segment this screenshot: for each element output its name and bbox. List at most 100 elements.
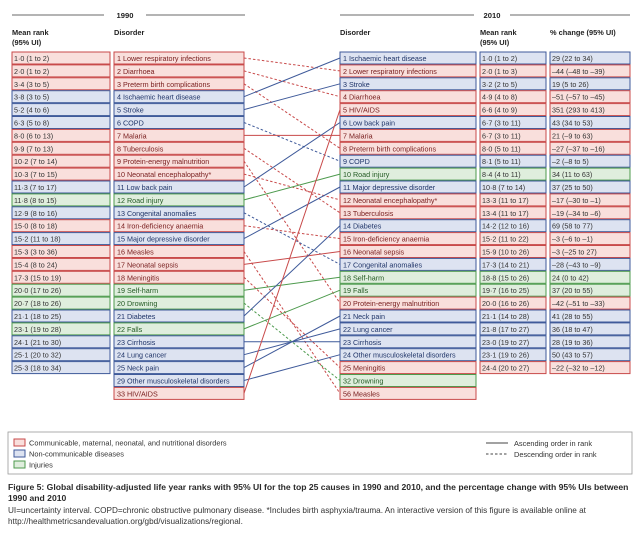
disorder-1990-label: 11 Low back pain <box>117 183 172 192</box>
change-cell <box>549 335 631 349</box>
rank-change-link <box>243 276 341 291</box>
rank-2010-cell <box>479 270 547 284</box>
rank-1990-value: 8·0 (6 to 13) <box>14 131 53 140</box>
disorder-2010-label: 11 Major depressive disorder <box>343 183 436 192</box>
percent-change-value: –51 (–57 to –45) <box>552 93 605 102</box>
disorder-1990-label: 13 Congenital anomalies <box>117 209 197 218</box>
rank-1990-cell <box>11 141 111 155</box>
rank-1990-value: 9·9 (7 to 13) <box>14 144 53 153</box>
disorder-2010-label: 18 Self-harm <box>343 273 384 282</box>
legend-swatch <box>13 460 26 469</box>
legend-line-label: Descending order in rank <box>514 450 597 459</box>
rank-1990-cell <box>11 51 111 65</box>
disorder-1990-label: 14 Iron-deficiency anaemia <box>117 222 203 231</box>
rank-2010-cell <box>479 348 547 362</box>
legend-line-label: Ascending order in rank <box>514 439 592 448</box>
rank-2010-cell <box>479 245 547 258</box>
rank-2010-value: 8·1 (5 to 11) <box>482 157 521 166</box>
rank-1990-value: 21·1 (18 to 25) <box>14 312 61 321</box>
rank-2010-value: 4·9 (4 to 8) <box>482 93 517 102</box>
percent-change-value: 34 (11 to 63) <box>552 170 592 179</box>
rank-2010-value: 21·1 (14 to 28) <box>482 312 529 321</box>
rank-change-link <box>243 315 341 369</box>
rank-2010-value: 10·8 (7 to 14) <box>482 183 525 192</box>
rank-2010-value: 24·4 (20 to 27) <box>482 364 529 373</box>
header-right-rank: Mean rank <box>480 28 517 37</box>
header-left-disorder: Disorder <box>114 28 145 37</box>
rank-2010-value: 6·6 (4 to 9) <box>482 106 517 115</box>
change-cell <box>549 167 631 181</box>
disorder-2010-label: 3 Stroke <box>343 80 370 89</box>
disorder-2010-label: 16 Neonatal sepsis <box>343 248 405 257</box>
rank-1990-cell <box>11 193 111 207</box>
legend-swatch <box>13 438 26 447</box>
disorder-2010-label: 21 Neck pain <box>343 312 385 321</box>
rank-2010-value: 13·3 (11 to 17) <box>482 196 529 205</box>
rank-2010-cell <box>479 257 547 271</box>
rank-2010-cell <box>479 90 547 104</box>
disorder-1990-label: 3 Preterm birth complications <box>117 80 210 89</box>
legend-category-label: Injuries <box>29 461 53 470</box>
change-cell <box>549 206 631 220</box>
legend-swatch <box>13 449 26 458</box>
disorder-2010-label: 24 Other musculoskeletal disorders <box>343 351 456 360</box>
percent-change-value: 19 (5 to 26) <box>552 80 589 89</box>
percent-change-value: –42 (–51 to –33) <box>552 299 605 308</box>
rank-1990-value: 6·3 (5 to 8) <box>14 119 49 128</box>
change-cell <box>549 232 631 246</box>
disorder-1990-label: 29 Other musculoskeletal disorders <box>117 377 230 386</box>
disorder-2010-label: 8 Preterm birth complications <box>343 144 436 153</box>
disorder-2010-label: 4 Diarrhoea <box>343 93 381 102</box>
rank-2010-value: 23·1 (19 to 26) <box>482 351 529 360</box>
rank-1990-cell <box>11 309 111 323</box>
disorder-2010-label: 17 Congenital anomalies <box>343 260 423 269</box>
disorder-1990-label: 25 Neck pain <box>117 364 159 373</box>
change-cell <box>549 283 631 297</box>
rank-1990-cell <box>11 296 111 310</box>
rank-2010-value: 3·2 (2 to 5) <box>482 80 517 89</box>
disorder-1990-label: 20 Drowning <box>117 299 157 308</box>
change-cell <box>549 90 631 104</box>
rank-2010-value: 2·0 (1 to 3) <box>482 67 517 76</box>
disorder-1990-label: 23 Cirrhosis <box>117 338 156 347</box>
disorder-1990-label: 4 Ischaemic heart disease <box>117 93 201 102</box>
rank-1990-cell <box>11 257 111 271</box>
rank-change-link <box>243 354 341 381</box>
disorder-2010-label: 2 Lower respiratory infections <box>343 67 437 76</box>
disorder-2010-label: 10 Road injury <box>343 170 390 179</box>
rank-1990-value: 11·3 (7 to 17) <box>14 183 57 192</box>
change-cell <box>549 128 631 142</box>
rank-2010-value: 20·0 (16 to 26) <box>482 299 529 308</box>
figure-caption: Figure 5: Global disability-adjusted lif… <box>8 482 632 527</box>
disorder-1990-label: 12 Road injury <box>117 196 164 205</box>
rank-1990-value: 24·1 (21 to 30) <box>14 338 61 347</box>
disorder-2010-label: 13 Tuberculosis <box>343 209 394 218</box>
rank-1990-cell <box>11 64 111 78</box>
rank-2010-value: 18·8 (15 to 26) <box>482 273 529 282</box>
header-right-change: % change (95% UI) <box>550 28 616 37</box>
rank-1990-value: 12·9 (8 to 16) <box>14 209 57 218</box>
change-cell <box>549 116 631 129</box>
percent-change-value: –19 (–34 to –6) <box>552 209 601 218</box>
rank-change-link <box>243 122 341 162</box>
rank-change-link <box>243 186 341 240</box>
rank-2010-cell <box>479 206 547 220</box>
disorder-1990-label: 10 Neonatal encephalopathy* <box>117 170 212 179</box>
change-cell <box>549 348 631 362</box>
change-cell <box>549 51 631 65</box>
percent-change-value: 50 (43 to 57) <box>552 351 593 360</box>
rank-2010-value: 15·2 (11 to 22) <box>482 235 529 244</box>
rank-change-link <box>243 160 341 304</box>
rank-2010-cell <box>479 193 547 207</box>
percent-change-value: –22 (–32 to –12) <box>552 364 605 373</box>
rank-1990-cell <box>11 180 111 194</box>
rank-change-link <box>243 57 341 72</box>
rank-change-link <box>243 173 341 201</box>
disorder-2010-label: 25 Meningitis <box>343 364 386 373</box>
percent-change-value: 28 (19 to 36) <box>552 338 593 347</box>
rank-2010-value: 14·2 (12 to 16) <box>482 222 529 231</box>
caption-note: UI=uncertainty interval. COPD=chronic ob… <box>8 506 586 526</box>
rank-change-link <box>243 122 341 188</box>
rank-1990-cell <box>11 206 111 220</box>
